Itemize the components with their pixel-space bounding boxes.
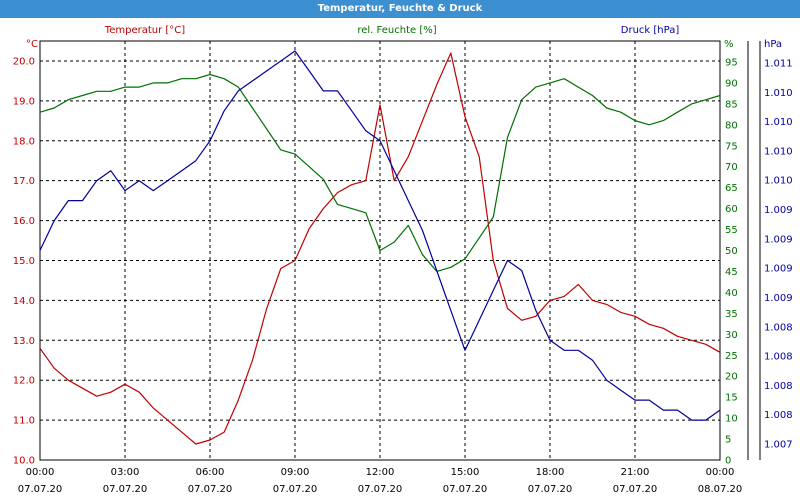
humidity-tick-label: 85 — [725, 99, 738, 110]
pressure-axis-label: Druck [hPa] — [621, 25, 680, 36]
x-tick-date: 07.07.20 — [18, 484, 63, 495]
humidity-tick-label: 90 — [725, 78, 738, 89]
x-tick-time: 00:00 — [26, 467, 55, 478]
pressure-tick-label: 1.009 — [764, 264, 793, 275]
humidity-tick-label: 40 — [725, 288, 738, 299]
humidity-tick-label: 30 — [725, 330, 738, 341]
pressure-tick-label: 1.007 — [764, 440, 793, 451]
humidity-tick-label: 0 — [725, 456, 731, 467]
temperature-tick-label: 11.0 — [13, 416, 35, 427]
pressure-tick-label: 1.008 — [764, 381, 793, 392]
temperature-tick-label: 14.0 — [13, 296, 35, 307]
humidity-tick-label: 20 — [725, 372, 738, 383]
humidity-tick-label: 55 — [725, 225, 738, 236]
x-tick-time: 21:00 — [621, 467, 650, 478]
x-tick-date: 07.07.20 — [103, 484, 148, 495]
pressure-tick-label: 1.008 — [764, 322, 793, 333]
temperature-tick-label: 10.0 — [13, 456, 35, 467]
humidity-tick-label: 5 — [725, 435, 731, 446]
grid-lines — [40, 41, 761, 461]
pressure-tick-label: 1.008 — [764, 352, 793, 363]
pressure-tick-label: 1.011 — [764, 59, 793, 70]
temperature-tick-label: 13.0 — [13, 336, 35, 347]
humidity-tick-label: 60 — [725, 204, 738, 215]
x-tick-time: 15:00 — [451, 467, 480, 478]
humidity-tick-label: 35 — [725, 309, 738, 320]
humidity-tick-label: 75 — [725, 141, 738, 152]
temperature-tick-label: 20.0 — [13, 56, 35, 67]
humidity-series-line — [39, 73, 721, 272]
humidity-tick-label: 45 — [725, 267, 738, 278]
x-tick-date: 07.07.20 — [358, 484, 403, 495]
temperature-tick-label: 18.0 — [13, 136, 35, 147]
x-tick-time: 12:00 — [366, 467, 395, 478]
humidity-tick-label: 50 — [725, 246, 738, 257]
x-tick-date: 07.07.20 — [273, 484, 318, 495]
humidity-tick-label: 95 — [725, 57, 738, 68]
x-tick-date: 08.07.20 — [698, 484, 743, 495]
tick-labels: 00:00 07.07.20 03:00 07.07.20 06:00 07.07.20 0… — [13, 56, 793, 495]
x-tick-time: 06:00 — [196, 467, 225, 478]
x-tick-time: 00:00 — [706, 467, 735, 478]
x-tick-time: 03:00 — [111, 467, 140, 478]
axis-labels: Temperatur [°C] rel. Feuchte [%] Druck [… — [26, 25, 782, 50]
humidity-tick-label: 80 — [725, 120, 738, 131]
humidity-axis-label: rel. Feuchte [%] — [357, 25, 436, 36]
x-tick-time: 18:00 — [536, 467, 565, 478]
temperature-tick-label: 12.0 — [13, 376, 35, 387]
pressure-tick-label: 1.009 — [764, 293, 793, 304]
chart-area: Temperatur [°C] rel. Feuchte [%] Druck [… — [13, 25, 793, 495]
temperature-tick-label: 16.0 — [13, 216, 35, 227]
temperature-axis-label: Temperatur [°C] — [104, 25, 185, 36]
temperature-unit-label: °C — [26, 39, 38, 50]
pressure-unit-label: hPa — [764, 39, 782, 50]
temperature-tick-label: 19.0 — [13, 96, 35, 107]
humidity-tick-label: 25 — [725, 351, 738, 362]
x-tick-date: 07.07.20 — [188, 484, 233, 495]
pressure-tick-label: 1.010 — [764, 176, 793, 187]
humidity-tick-label: 70 — [725, 162, 738, 173]
pressure-tick-label: 1.010 — [764, 146, 793, 157]
series-layer — [39, 50, 721, 445]
x-tick-date: 07.07.20 — [613, 484, 658, 495]
pressure-series-line — [39, 50, 721, 421]
humidity-unit-label: % — [724, 39, 734, 50]
pressure-tick-label: 1.009 — [764, 234, 793, 245]
temperature-tick-label: 15.0 — [13, 256, 35, 267]
temperature-series-line — [39, 52, 721, 445]
pressure-tick-label: 1.009 — [764, 205, 793, 216]
pressure-tick-label: 1.008 — [764, 410, 793, 421]
x-tick-time: 09:00 — [281, 467, 310, 478]
humidity-tick-label: 10 — [725, 414, 738, 425]
temperature-tick-label: 17.0 — [13, 176, 35, 187]
pressure-tick-label: 1.010 — [764, 88, 793, 99]
pressure-tick-label: 1.010 — [764, 117, 793, 128]
humidity-tick-label: 15 — [725, 393, 738, 404]
x-tick-date: 07.07.20 — [528, 484, 573, 495]
humidity-tick-label: 65 — [725, 183, 738, 194]
x-tick-date: 07.07.20 — [443, 484, 488, 495]
chart-title-bar: Temperatur, Feuchte & Druck — [0, 0, 800, 18]
